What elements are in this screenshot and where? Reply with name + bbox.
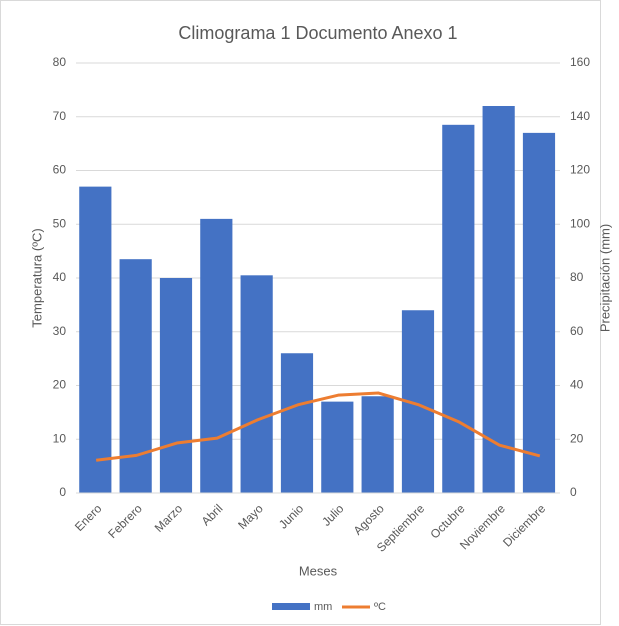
y-tick-label: 0 [59,485,66,499]
bar [442,124,475,493]
y-tick-label: 60 [53,163,67,177]
y-tick-label: 10 [53,431,67,445]
y-axis-title: Temperatura (ºC) [29,228,44,327]
y-tick-label: 80 [53,55,67,69]
bar [240,275,273,493]
y2-tick-label: 100 [570,216,590,230]
bar [361,396,394,493]
bar [280,353,314,493]
y-tick-label: 20 [53,378,67,392]
x-axis-title: Meses [299,563,338,578]
bar [482,106,515,493]
y2-tick-label: 40 [570,378,584,392]
y-tick-label: 50 [53,216,67,230]
y2-tick-label: 80 [570,270,584,284]
bar [200,218,233,493]
y-tick-label: 70 [53,109,67,123]
y-tick-label: 40 [53,270,67,284]
bar [159,278,193,493]
y2-tick-label: 60 [570,324,584,338]
bar [79,186,112,493]
bar [522,132,556,493]
y2-tick-label: 0 [570,485,577,499]
bar [321,401,354,493]
chart-title: Climograma 1 Documento Anexo 1 [178,23,457,43]
y2-tick-label: 140 [570,109,590,123]
y2-tick-label: 120 [570,163,590,177]
legend-swatch [272,603,310,610]
y2-tick-label: 20 [570,431,584,445]
y2-tick-label: 160 [570,55,590,69]
line [95,391,541,462]
y-tick-label: 30 [53,324,67,338]
y2-axis-title: Precipitación (mm) [597,224,612,332]
legend-label: ºC [374,601,386,613]
legend-label: mm [314,601,332,613]
